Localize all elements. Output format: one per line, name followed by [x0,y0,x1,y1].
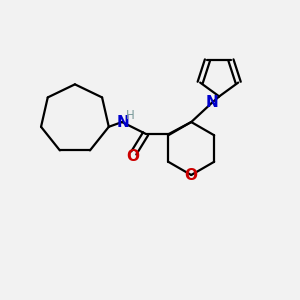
Text: O: O [126,149,139,164]
Text: N: N [116,115,129,130]
Text: H: H [126,109,135,122]
Text: N: N [206,95,218,110]
Text: O: O [185,167,198,182]
